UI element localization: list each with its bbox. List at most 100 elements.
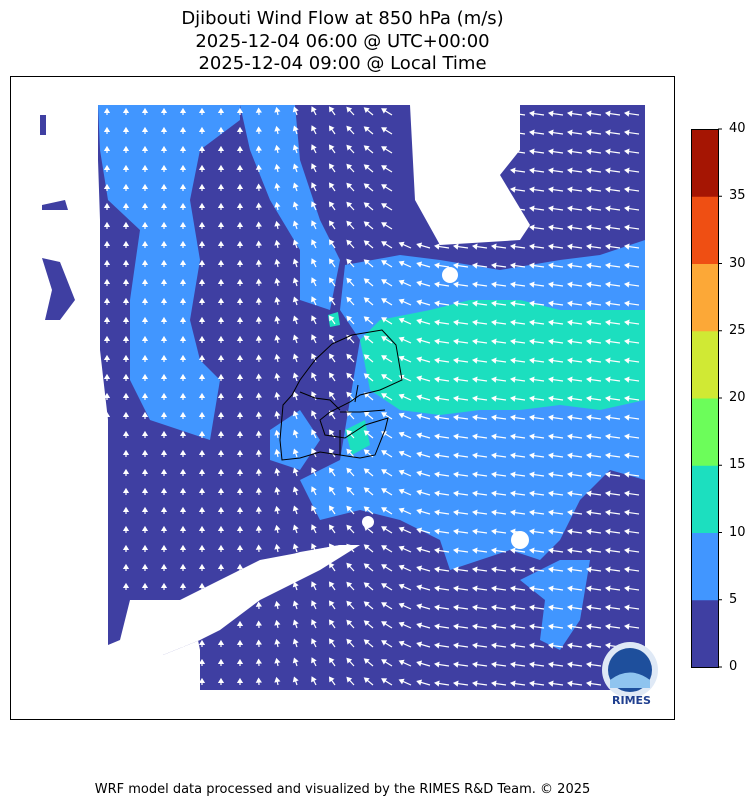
wind-arrow [198, 544, 206, 552]
wind-arrow [623, 281, 640, 288]
wind-arrow [381, 393, 393, 401]
colorbar-segment [691, 465, 718, 533]
wind-arrow [434, 338, 450, 345]
wind-arrow [141, 525, 149, 533]
wind-arrow [547, 680, 564, 687]
wind-arrow [381, 108, 393, 116]
wind-arrow [179, 126, 187, 134]
wind-arrow [141, 278, 149, 286]
wind-arrow [471, 566, 488, 573]
wind-arrow [84, 126, 92, 134]
title-line-2: 2025-12-04 06:00 @ UTC+00:00 [195, 31, 490, 52]
speed-band-5-10 [520, 560, 590, 650]
wind-arrow [566, 528, 583, 535]
wind-arrow [434, 623, 450, 630]
wind-arrow [160, 506, 168, 514]
wind-arrow [160, 259, 168, 267]
wind-arrow [452, 452, 469, 459]
wind-arrow [328, 657, 336, 667]
wind-arrow [452, 604, 469, 611]
wind-arrow [292, 125, 299, 135]
wind-arrow [528, 623, 545, 630]
wind-arrow [346, 524, 355, 534]
wind-arrow [416, 565, 431, 572]
wind-arrow [255, 411, 262, 420]
wind-arrow [198, 183, 206, 191]
wind-arrow [179, 601, 187, 609]
wind-arrow [604, 433, 621, 440]
wind-arrow [471, 452, 488, 459]
wind-arrow [160, 335, 168, 343]
wind-arrow [122, 164, 130, 172]
wind-arrow [311, 486, 317, 496]
wind-arrow [274, 467, 281, 477]
wind-arrow [346, 581, 355, 591]
wind-arrow [623, 452, 640, 459]
wind-arrow [490, 604, 507, 611]
wind-arrow [141, 449, 149, 457]
wind-arrow [566, 452, 583, 459]
wind-arrow [434, 585, 450, 592]
wind-arrow [566, 414, 583, 421]
wind-arrow [160, 658, 168, 666]
wind-arrow [547, 167, 564, 174]
wind-arrow [274, 543, 281, 553]
wind-arrow [381, 564, 393, 572]
wind-arrow [160, 354, 168, 362]
wind-arrow [623, 148, 640, 155]
wind-arrow [566, 490, 583, 497]
wind-arrow [346, 220, 355, 230]
wind-arrow [452, 300, 469, 307]
wind-arrow [490, 585, 507, 592]
no-data-area [163, 545, 360, 690]
wind-arrow [452, 414, 469, 421]
colorbar-segment [691, 129, 718, 197]
wind-arrow [509, 376, 526, 383]
wind-arrow [122, 354, 130, 362]
wind-arrow [490, 661, 507, 668]
wind-arrow [509, 186, 526, 193]
wind-arrow [328, 467, 336, 477]
colorbar-tick-label: 35 [729, 188, 746, 204]
wind-arrow [274, 638, 281, 648]
wind-arrow [122, 259, 130, 267]
wind-arrow [585, 186, 602, 193]
wind-arrow [566, 148, 583, 155]
wind-arrow [528, 224, 545, 231]
wind-arrow [236, 658, 244, 666]
wind-arrow [547, 243, 564, 250]
wind-arrow [471, 680, 488, 687]
wind-arrow [346, 638, 355, 648]
wind-arrow [311, 258, 317, 268]
wind-arrow [328, 125, 336, 135]
wind-arrow [434, 243, 450, 250]
wind-arrow [547, 186, 564, 193]
wind-arrow [363, 335, 374, 344]
wind-arrow [160, 145, 168, 153]
colorbar-tick-label: 0 [729, 659, 738, 674]
wind-arrow [363, 373, 374, 382]
wind-arrow [103, 183, 111, 191]
wind-arrow [179, 259, 187, 267]
wind-arrow [528, 585, 545, 592]
speed-band-0-5-islet [42, 200, 68, 210]
wind-arrow [217, 430, 225, 438]
wind-arrow [122, 430, 130, 438]
wind-arrow [585, 623, 602, 630]
wind-arrow [452, 661, 469, 668]
wind-arrow [452, 528, 469, 535]
speed-band-5-10 [98, 105, 240, 440]
wind-arrow [363, 582, 374, 591]
wind-arrow [381, 640, 393, 648]
wind-arrow [274, 486, 281, 496]
wind-arrow [198, 411, 206, 419]
wind-arrow [311, 125, 317, 135]
wind-arrow [528, 148, 545, 155]
wind-arrow [103, 354, 111, 362]
wind-arrow [346, 467, 355, 477]
wind-arrow [434, 452, 450, 459]
wind-arrow [217, 544, 225, 552]
wind-arrow [434, 547, 450, 554]
wind-arrow [416, 679, 431, 686]
wind-arrow [236, 183, 244, 191]
